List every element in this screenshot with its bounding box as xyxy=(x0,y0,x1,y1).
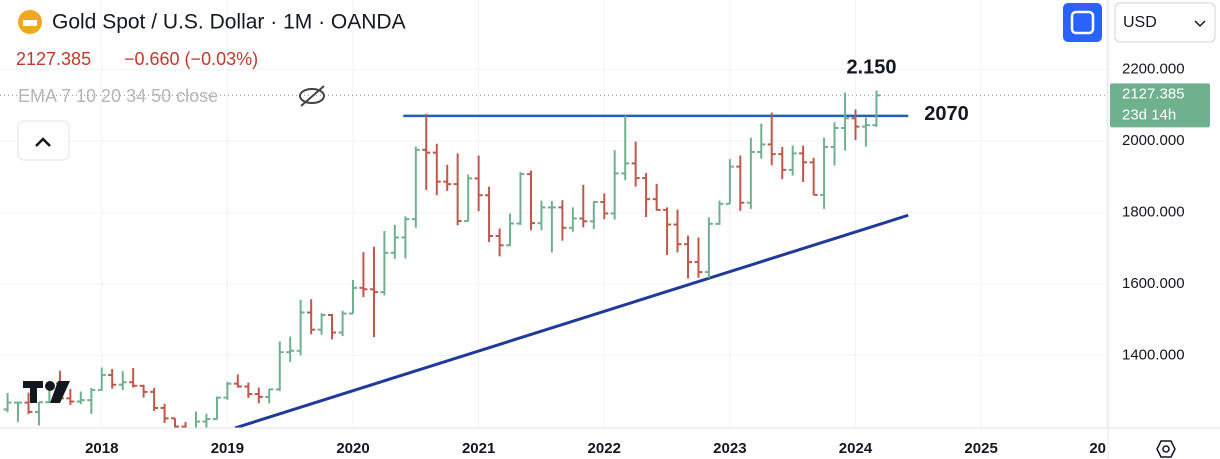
x-tick-label: 2018 xyxy=(85,440,118,457)
plot-area xyxy=(0,0,1108,428)
resistance-label: 2070 xyxy=(924,103,969,125)
x-tick-label: 2020 xyxy=(336,440,369,457)
y-tick-label: 2000.000 xyxy=(1122,132,1185,149)
x-tick-label: 2024 xyxy=(839,440,873,457)
x-tick-label: 2019 xyxy=(211,440,244,457)
peak-label: 2.150 xyxy=(846,56,896,78)
x-tick-label: 2025 xyxy=(964,440,997,457)
fullscreen-button[interactable] xyxy=(1063,3,1102,42)
y-tick-label: 1800.000 xyxy=(1122,203,1185,220)
y-tick-label: 1600.000 xyxy=(1122,275,1185,292)
x-tick-label: 2021 xyxy=(462,440,495,457)
x-tick-label: 2023 xyxy=(713,440,746,457)
currency: USD xyxy=(1123,14,1157,31)
tv-logo xyxy=(23,381,70,403)
price-tag xyxy=(1110,83,1210,128)
y-tick-label: 1400.000 xyxy=(1122,346,1185,363)
hide-icon[interactable] xyxy=(299,85,325,107)
x-tick-label: 2022 xyxy=(588,440,621,457)
indicator: EMA 7 10 20 34 50 close xyxy=(18,86,218,106)
settings-icon[interactable] xyxy=(1156,440,1176,458)
price-tag-countdown: 23d 14h xyxy=(1122,106,1176,123)
currency-dropdown[interactable]: USD xyxy=(1114,2,1216,43)
y-tick-label: 2200.000 xyxy=(1122,60,1185,77)
title: Gold Spot / U.S. Dollar · 1M · OANDA xyxy=(52,11,406,34)
logo-bar xyxy=(23,20,37,26)
trendline xyxy=(234,213,909,428)
x-tick-label: 20 xyxy=(1089,440,1106,457)
price-tag-label: 2127.385 xyxy=(1122,85,1185,102)
change: −0.660 (−0.03%) xyxy=(124,49,258,69)
collapse-button[interactable] xyxy=(17,120,70,161)
last-price: 2127.385 xyxy=(16,49,91,69)
